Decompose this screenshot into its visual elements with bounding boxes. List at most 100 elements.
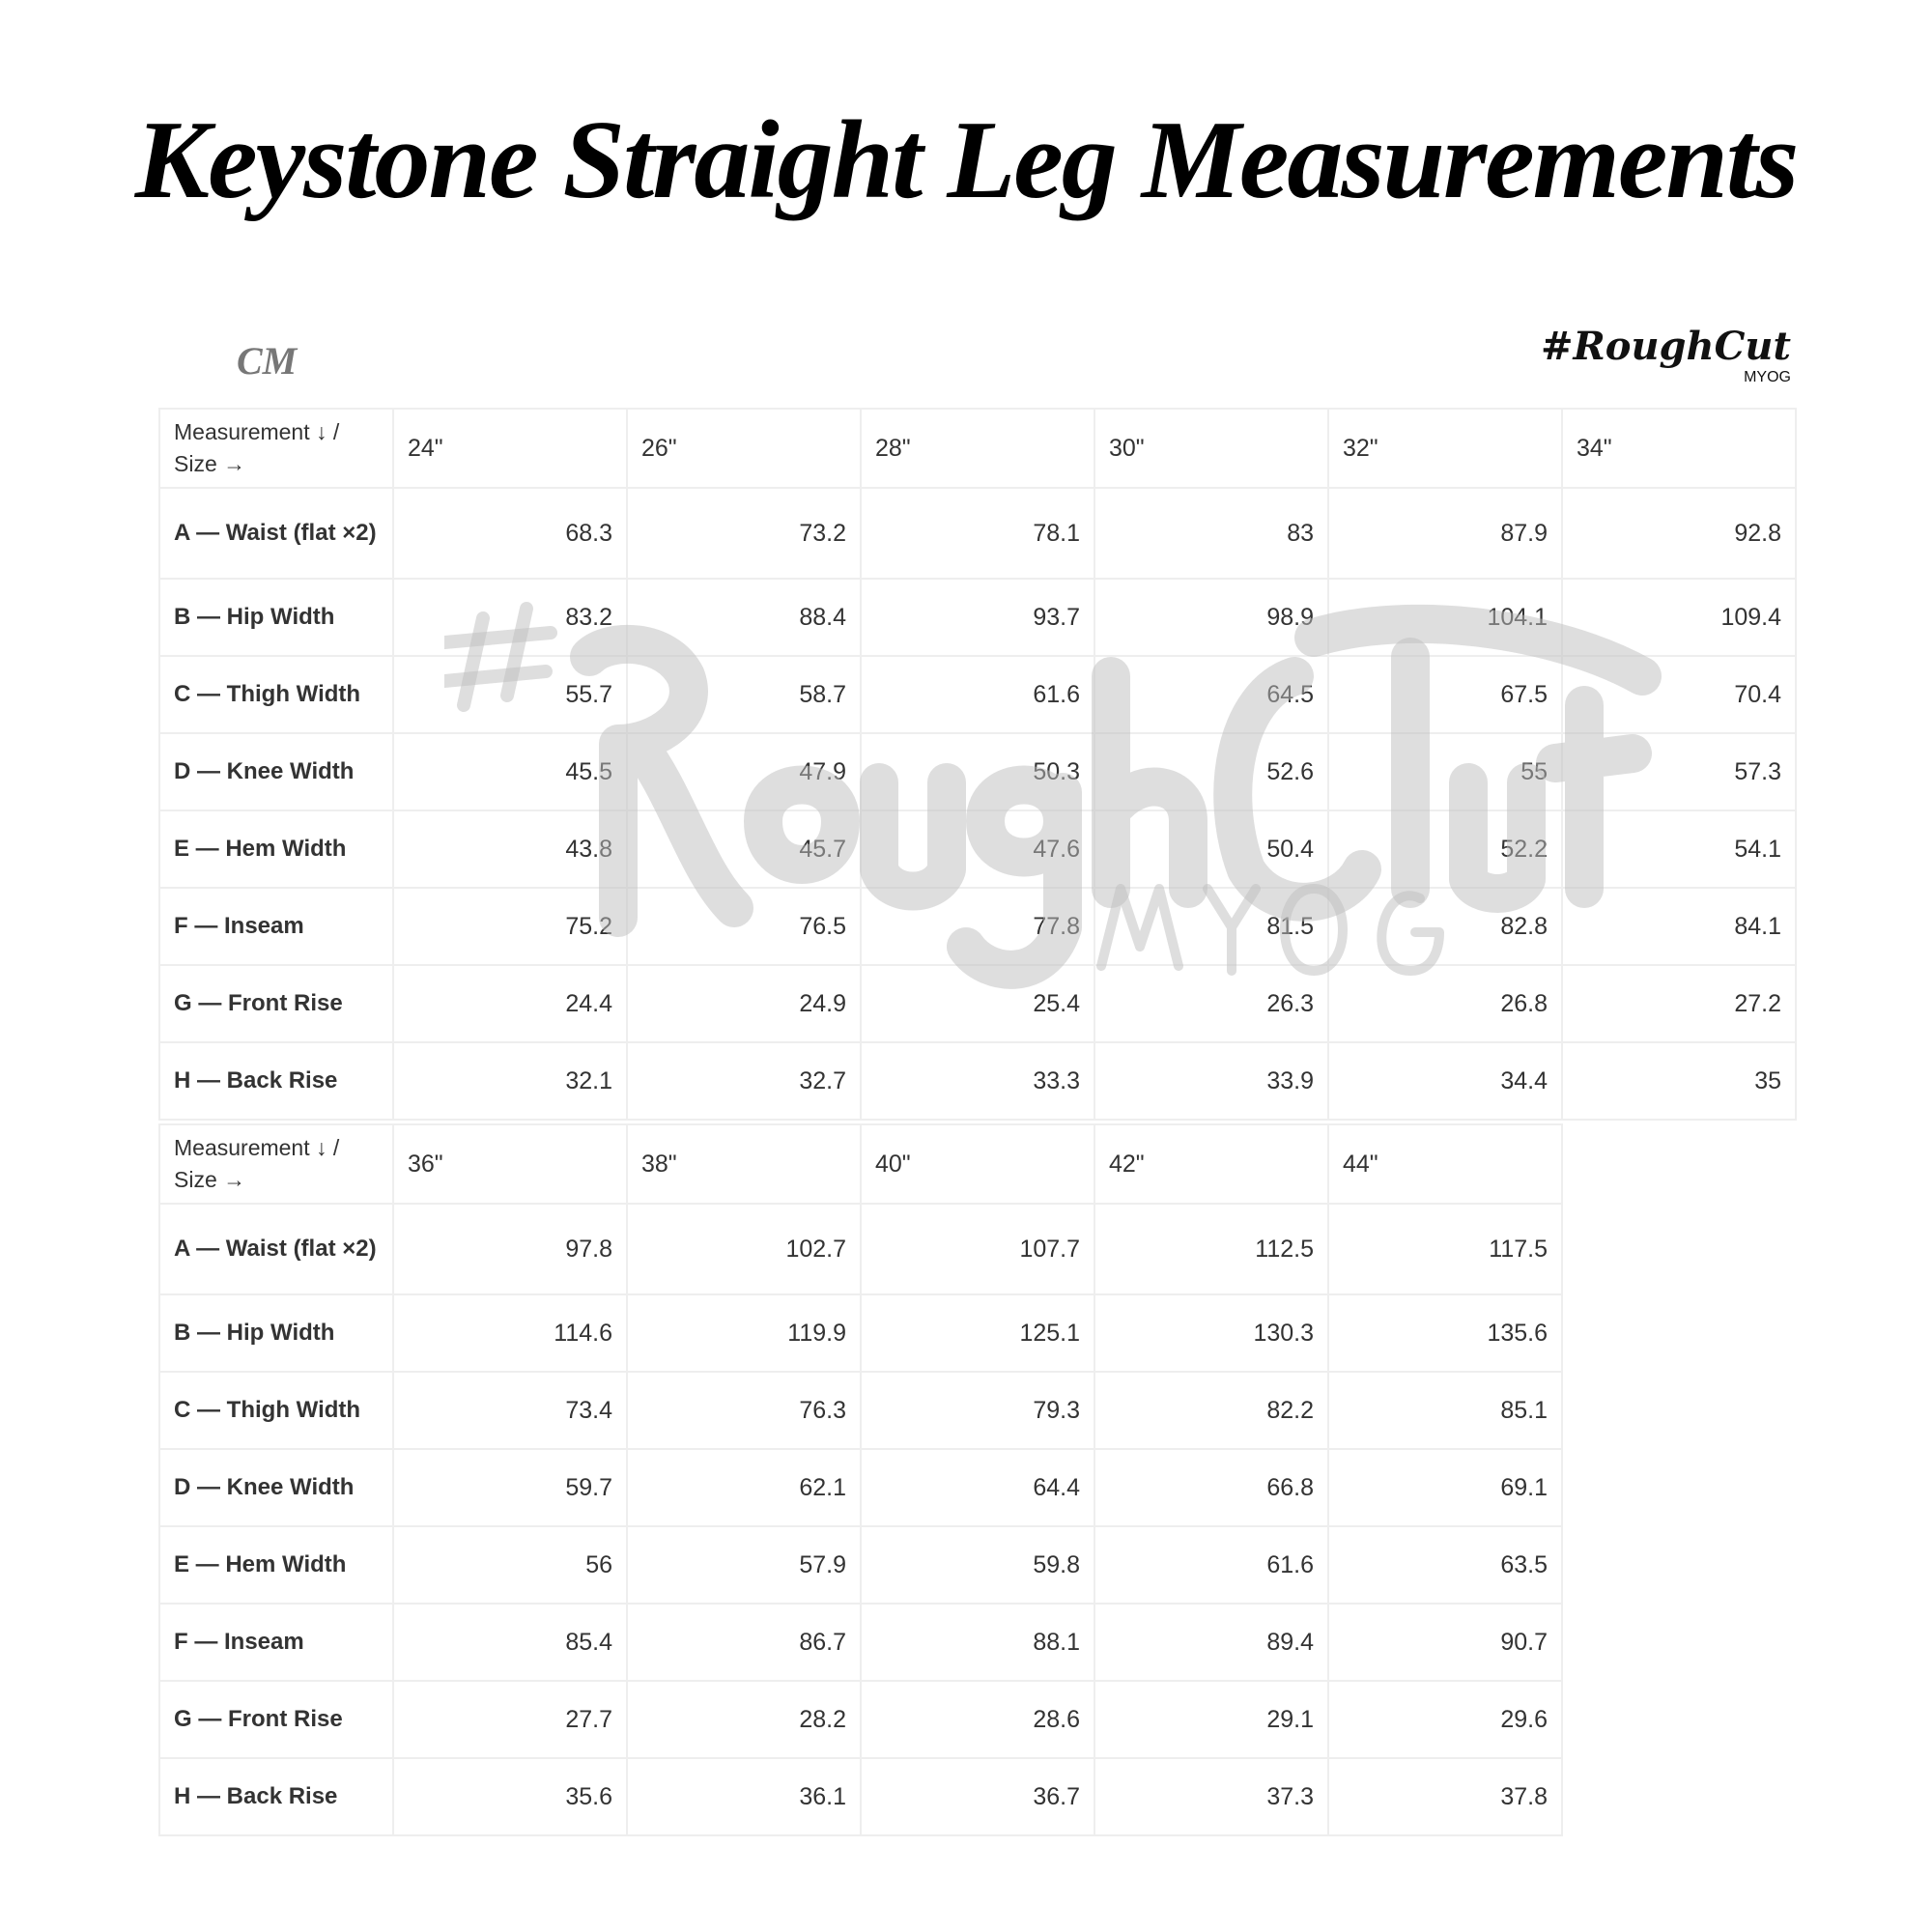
row-label: E — Hem Width	[158, 810, 394, 889]
measurement-cell: 33.3	[860, 1041, 1095, 1121]
measurement-cell: 55	[1327, 732, 1563, 811]
measurement-cell: 78.1	[860, 487, 1095, 580]
measurement-cell: 28.6	[860, 1680, 1095, 1759]
measurement-cell: 64.4	[860, 1448, 1095, 1527]
table-row: D — Knee Width 45.5 47.9 50.3 52.6 55 57.3	[158, 732, 1797, 811]
measurement-cell: 47.9	[626, 732, 862, 811]
table-row: A — Waist (flat ×2) 97.8 102.7 107.7 112.5 11…	[158, 1203, 1563, 1295]
measurement-cell: 59.7	[392, 1448, 628, 1527]
measurement-cell: 92.8	[1561, 487, 1797, 580]
measurement-cell: 63.5	[1327, 1525, 1563, 1605]
measurement-cell: 130.3	[1094, 1293, 1329, 1373]
size-header: 24"	[392, 408, 628, 489]
measurement-cell: 81.5	[1094, 887, 1329, 966]
table-row: B — Hip Width 114.6 119.9 125.1 130.3 135.6	[158, 1293, 1563, 1373]
logo-subtext: MYOG	[1744, 369, 1791, 385]
size-header: 42"	[1094, 1123, 1329, 1205]
measurement-cell: 50.4	[1094, 810, 1329, 889]
measurement-cell: 82.8	[1327, 887, 1563, 966]
measurement-cell: 135.6	[1327, 1293, 1563, 1373]
measurement-cell: 35.6	[392, 1757, 628, 1836]
measurement-cell: 52.2	[1327, 810, 1563, 889]
row-label: H — Back Rise	[158, 1041, 394, 1121]
measurement-cell: 56	[392, 1525, 628, 1605]
measurement-cell: 45.5	[392, 732, 628, 811]
row-label: B — Hip Width	[158, 578, 394, 657]
logo-text: #RoughCut	[1541, 324, 1791, 369]
measurement-cell: 34.4	[1327, 1041, 1563, 1121]
measurement-cell: 32.1	[392, 1041, 628, 1121]
measurement-cell: 36.1	[626, 1757, 862, 1836]
measurement-cell: 84.1	[1561, 887, 1797, 966]
size-header: 44"	[1327, 1123, 1563, 1205]
measurement-cell: 117.5	[1327, 1203, 1563, 1295]
measurement-cell: 24.4	[392, 964, 628, 1043]
table-row: C — Thigh Width 55.7 58.7 61.6 64.5 67.5 70.4	[158, 655, 1797, 734]
row-label: E — Hem Width	[158, 1525, 394, 1605]
measurement-cell: 29.6	[1327, 1680, 1563, 1759]
measurement-cell: 79.3	[860, 1371, 1095, 1450]
table-row: F — Inseam 75.2 76.5 77.8 81.5 82.8 84.1	[158, 887, 1797, 966]
size-header: 30"	[1094, 408, 1329, 489]
size-table-2: Measurement ↓ / Size → 36" 38" 40" 42" 44" A —…	[158, 1123, 1563, 1836]
row-label: C — Thigh Width	[158, 1371, 394, 1450]
header-row: Measurement ↓ / Size → 36" 38" 40" 42" 44"	[158, 1123, 1563, 1205]
measurement-cell: 66.8	[1094, 1448, 1329, 1527]
measurement-cell: 62.1	[626, 1448, 862, 1527]
measurement-cell: 33.9	[1094, 1041, 1329, 1121]
measurement-cell: 64.5	[1094, 655, 1329, 734]
table-row: E — Hem Width 43.8 45.7 47.6 50.4 52.2 54.1	[158, 810, 1797, 889]
measurement-cell: 93.7	[860, 578, 1095, 657]
measurement-cell: 114.6	[392, 1293, 628, 1373]
measurement-cell: 27.2	[1561, 964, 1797, 1043]
row-label: A — Waist (flat ×2)	[158, 487, 394, 580]
measurement-cell: 28.2	[626, 1680, 862, 1759]
measurement-cell: 85.1	[1327, 1371, 1563, 1450]
measurement-cell: 76.5	[626, 887, 862, 966]
measurement-cell: 59.8	[860, 1525, 1095, 1605]
row-label: B — Hip Width	[158, 1293, 394, 1373]
measurement-cell: 43.8	[392, 810, 628, 889]
measurement-cell: 50.3	[860, 732, 1095, 811]
measurement-cell: 102.7	[626, 1203, 862, 1295]
size-table-1: Measurement ↓ / Size → 24" 26" 28" 30" 32" 34"…	[158, 408, 1797, 1121]
measurement-cell: 83.2	[392, 578, 628, 657]
measurement-cell: 37.3	[1094, 1757, 1329, 1836]
measurement-cell: 73.2	[626, 487, 862, 580]
table-row: H — Back Rise 35.6 36.1 36.7 37.3 37.8	[158, 1757, 1563, 1836]
row-label: D — Knee Width	[158, 732, 394, 811]
measurement-cell: 54.1	[1561, 810, 1797, 889]
measurement-cell: 112.5	[1094, 1203, 1329, 1295]
measurement-cell: 55.7	[392, 655, 628, 734]
row-label: F — Inseam	[158, 887, 394, 966]
measurement-cell: 57.9	[626, 1525, 862, 1605]
measurement-cell: 90.7	[1327, 1603, 1563, 1682]
table-row: E — Hem Width 56 57.9 59.8 61.6 63.5	[158, 1525, 1563, 1605]
measurement-cell: 89.4	[1094, 1603, 1329, 1682]
row-label: H — Back Rise	[158, 1757, 394, 1836]
table-row: C — Thigh Width 73.4 76.3 79.3 82.2 85.1	[158, 1371, 1563, 1450]
size-header: 38"	[626, 1123, 862, 1205]
measurement-cell: 76.3	[626, 1371, 862, 1450]
measurement-cell: 87.9	[1327, 487, 1563, 580]
measurement-cell: 24.9	[626, 964, 862, 1043]
measurement-cell: 26.3	[1094, 964, 1329, 1043]
measurement-cell: 45.7	[626, 810, 862, 889]
measurement-cell: 86.7	[626, 1603, 862, 1682]
table-row: A — Waist (flat ×2) 68.3 73.2 78.1 83 87.9 92.…	[158, 487, 1797, 580]
measurement-cell: 37.8	[1327, 1757, 1563, 1836]
measurement-cell: 75.2	[392, 887, 628, 966]
row-label: A — Waist (flat ×2)	[158, 1203, 394, 1295]
measurement-cell: 82.2	[1094, 1371, 1329, 1450]
measurement-cell: 69.1	[1327, 1448, 1563, 1527]
measurement-cell: 67.5	[1327, 655, 1563, 734]
size-header: 36"	[392, 1123, 628, 1205]
measurement-cell: 35	[1561, 1041, 1797, 1121]
table-row: F — Inseam 85.4 86.7 88.1 89.4 90.7	[158, 1603, 1563, 1682]
measurement-cell: 57.3	[1561, 732, 1797, 811]
size-header: 32"	[1327, 408, 1563, 489]
table-row: G — Front Rise 24.4 24.9 25.4 26.3 26.8 27.2	[158, 964, 1797, 1043]
header-label: Measurement ↓ / Size →	[158, 408, 394, 489]
measurement-cell: 125.1	[860, 1293, 1095, 1373]
header-label: Measurement ↓ / Size →	[158, 1123, 394, 1205]
